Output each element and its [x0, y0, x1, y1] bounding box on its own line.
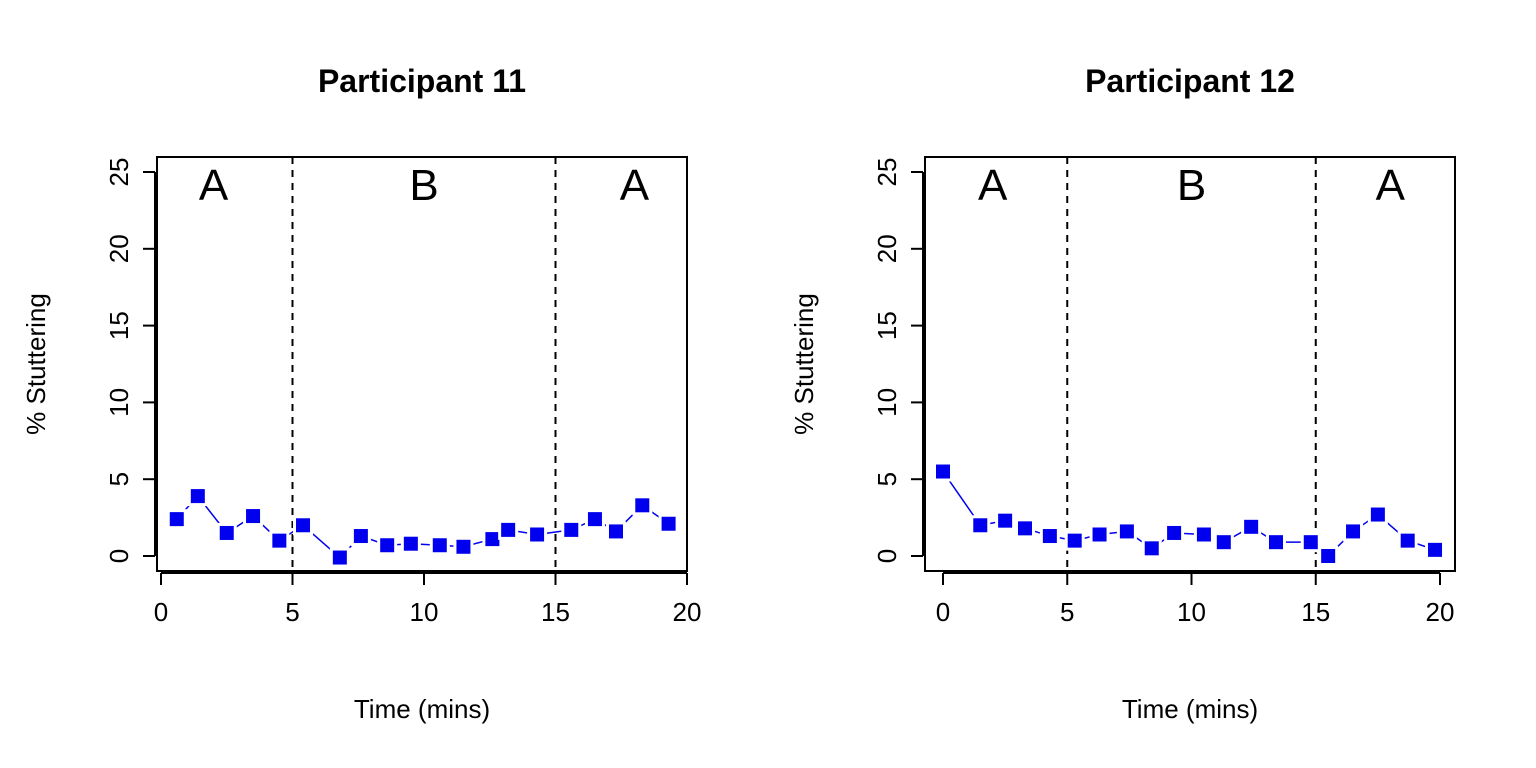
plot-panel-2: Participant 12 0 5 10 15 20 0 5 10 15 20 25 Time (mi… [789, 63, 1456, 724]
plot-frame [924, 156, 1456, 572]
data-point [243, 506, 264, 527]
data-point [605, 521, 626, 542]
data-point [293, 515, 314, 536]
data-point [1367, 504, 1388, 525]
data-point [429, 535, 450, 556]
x-axis-label: Time (mins) [354, 694, 490, 724]
data-point [1343, 521, 1364, 542]
data-point [329, 547, 350, 568]
y-tick-label: 5 [104, 472, 134, 486]
data-point [995, 510, 1016, 531]
data-point [1064, 530, 1085, 551]
x-tick-label: 0 [154, 597, 168, 627]
plot-frame [156, 156, 688, 572]
x-tick-label: 0 [936, 597, 950, 627]
y-tick-label: 15 [872, 311, 902, 340]
data-point [498, 519, 519, 540]
phase-label: A [620, 161, 650, 210]
data-point [166, 509, 187, 530]
data-point [527, 524, 548, 545]
y-tick-label: 10 [104, 388, 134, 417]
chart-title: Participant 11 [318, 63, 526, 99]
x-axis-label: Time (mins) [1122, 694, 1258, 724]
data-point [632, 495, 653, 516]
x-tick-label: 5 [1060, 597, 1074, 627]
data-point [453, 536, 474, 557]
plot-panel-1: Participant 11 0 5 10 15 20 0 5 10 15 20 25 Time (mi… [21, 63, 701, 724]
phase-label: B [409, 161, 438, 210]
data-point [1116, 521, 1137, 542]
y-tick-label: 15 [104, 311, 134, 340]
data-point [1193, 524, 1214, 545]
data-point [1397, 530, 1418, 551]
x-tick-label: 20 [1426, 597, 1455, 627]
data-point [1425, 539, 1446, 560]
y-tick-label: 25 [872, 158, 902, 187]
data-point [1164, 522, 1185, 543]
data-point [1039, 526, 1060, 547]
data-point [1141, 538, 1162, 559]
data-point [561, 519, 582, 540]
y-tick-label: 25 [104, 158, 134, 187]
data-point [933, 461, 953, 482]
x-tick-label: 15 [1301, 597, 1330, 627]
data-point [1241, 516, 1262, 537]
y-axis-label: % Stuttering [21, 293, 51, 435]
y-tick-label: 0 [104, 549, 134, 563]
phase-label: A [1376, 161, 1406, 210]
data-point [350, 526, 371, 547]
series-line [942, 471, 1436, 558]
x-tick-label: 10 [410, 597, 439, 627]
y-tick-label: 20 [104, 234, 134, 263]
x-tick-label: 15 [541, 597, 570, 627]
y-tick-label: 20 [872, 234, 902, 263]
chart-title: Participant 12 [1085, 63, 1295, 99]
data-point [400, 533, 421, 554]
y-tick-label: 5 [872, 472, 902, 486]
data-point [658, 513, 679, 534]
phase-label: A [199, 161, 229, 210]
data-point [1318, 546, 1339, 566]
data-point [584, 509, 605, 530]
data-point [1089, 524, 1110, 545]
data-point [482, 529, 503, 550]
phase-label: A [978, 161, 1008, 210]
data-point [1265, 532, 1286, 553]
x-tick-label: 5 [285, 597, 299, 627]
y-tick-label: 10 [872, 388, 902, 417]
data-point [1213, 532, 1234, 553]
data-point [970, 515, 991, 536]
phase-label: B [1177, 161, 1206, 210]
y-axis-label: % Stuttering [789, 293, 819, 435]
data-point [216, 522, 237, 543]
x-tick-label: 20 [673, 597, 702, 627]
data-point [187, 486, 208, 507]
y-tick-label: 0 [872, 549, 902, 563]
data-point [377, 535, 398, 556]
x-tick-label: 10 [1177, 597, 1206, 627]
data-point [1300, 532, 1321, 553]
data-point [269, 530, 290, 551]
data-point [1015, 518, 1036, 539]
